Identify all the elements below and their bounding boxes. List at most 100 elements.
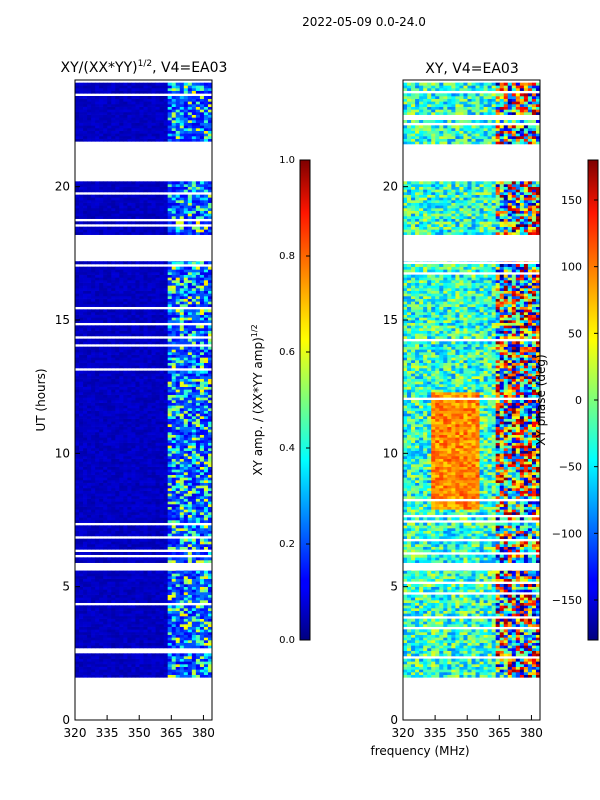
heatmap-cell bbox=[179, 472, 185, 475]
heatmap-cell bbox=[171, 608, 177, 611]
heatmap-cell bbox=[203, 394, 209, 398]
heatmap-cell bbox=[163, 314, 169, 318]
heatmap-cell bbox=[167, 581, 173, 585]
heatmap-cell bbox=[135, 645, 140, 649]
heatmap-cell bbox=[163, 229, 169, 233]
heatmap-cell bbox=[115, 661, 120, 665]
heatmap-cell bbox=[119, 626, 124, 630]
heatmap-cell bbox=[115, 626, 120, 630]
heatmap-cell bbox=[135, 317, 140, 321]
heatmap-cell bbox=[187, 226, 193, 230]
heatmap-cell bbox=[83, 397, 88, 401]
heatmap-cell bbox=[139, 338, 144, 342]
heatmap-cell bbox=[131, 376, 136, 379]
heatmap-cell bbox=[175, 266, 181, 270]
heatmap-cell bbox=[175, 600, 181, 603]
heatmap-cell bbox=[207, 333, 213, 337]
heatmap-cell bbox=[75, 298, 80, 302]
heatmap-cell bbox=[115, 261, 120, 265]
heatmap-cell bbox=[103, 405, 108, 409]
heatmap-cell bbox=[95, 578, 100, 582]
heatmap-cell bbox=[159, 485, 165, 489]
heatmap-cell bbox=[167, 274, 173, 278]
heatmap-cell bbox=[191, 365, 197, 369]
heatmap-cell bbox=[143, 610, 148, 614]
heatmap-cell bbox=[171, 261, 177, 265]
heatmap-cell bbox=[135, 410, 140, 414]
heatmap-cell bbox=[199, 282, 205, 286]
heatmap-cell bbox=[103, 482, 108, 486]
heatmap-cell bbox=[175, 570, 181, 574]
heatmap-cell bbox=[175, 506, 181, 510]
heatmap-cell bbox=[107, 285, 112, 289]
heatmap-cell bbox=[103, 381, 108, 385]
heatmap-cell bbox=[75, 557, 80, 561]
heatmap-cell bbox=[79, 669, 84, 673]
heatmap-cell bbox=[119, 458, 124, 462]
heatmap-cell bbox=[175, 216, 181, 219]
heatmap-cell bbox=[159, 298, 165, 302]
heatmap-cell bbox=[175, 360, 181, 363]
heatmap-cell bbox=[127, 653, 132, 657]
heatmap-cell bbox=[135, 461, 140, 465]
heatmap-cell bbox=[107, 530, 112, 534]
heatmap-cell bbox=[75, 474, 80, 478]
heatmap-cell bbox=[167, 576, 173, 579]
heatmap-cell bbox=[199, 354, 205, 358]
heatmap-cell bbox=[143, 341, 148, 345]
heatmap-cell bbox=[191, 666, 197, 670]
heatmap-cell bbox=[127, 437, 132, 441]
heatmap-cell bbox=[111, 498, 116, 502]
heatmap-cell bbox=[195, 530, 201, 534]
heatmap-cell bbox=[171, 437, 177, 441]
heatmap-cell bbox=[203, 485, 209, 489]
heatmap-cell bbox=[103, 376, 108, 379]
heatmap-cell bbox=[119, 488, 124, 491]
heatmap-cell bbox=[131, 421, 136, 425]
heatmap-cell bbox=[187, 421, 193, 425]
heatmap-cell bbox=[143, 386, 148, 390]
heatmap-cell bbox=[159, 653, 165, 657]
heatmap-cell bbox=[139, 277, 144, 281]
heatmap-cell bbox=[111, 626, 116, 630]
heatmap-cell bbox=[123, 573, 128, 577]
heatmap-cell bbox=[107, 277, 112, 281]
heatmap-cell bbox=[179, 357, 185, 361]
heatmap-cell bbox=[175, 666, 181, 670]
heatmap-cell bbox=[87, 450, 92, 454]
heatmap-cell bbox=[103, 285, 108, 289]
heatmap-cell bbox=[95, 610, 100, 614]
heatmap-cell bbox=[111, 277, 116, 281]
heatmap-cell bbox=[115, 221, 120, 225]
heatmap-cell bbox=[183, 280, 189, 283]
heatmap-cell bbox=[119, 453, 124, 457]
heatmap-cell bbox=[179, 576, 185, 579]
heatmap-cell bbox=[115, 600, 120, 603]
heatmap-cell bbox=[79, 458, 84, 462]
heatmap-cell bbox=[95, 634, 100, 638]
heatmap-cell bbox=[195, 578, 201, 582]
heatmap-cell bbox=[135, 381, 140, 385]
heatmap-cell bbox=[99, 482, 104, 486]
heatmap-cell bbox=[123, 632, 128, 635]
heatmap-cell bbox=[171, 640, 177, 643]
heatmap-cell bbox=[83, 221, 88, 225]
heatmap-cell bbox=[167, 312, 173, 315]
heatmap-cell bbox=[143, 370, 148, 374]
heatmap-cell bbox=[127, 576, 132, 579]
heatmap-cell bbox=[155, 592, 161, 595]
heatmap-cell bbox=[151, 584, 156, 587]
heatmap-cell bbox=[195, 293, 201, 297]
heatmap-cell bbox=[119, 528, 124, 531]
heatmap-cell bbox=[171, 493, 177, 497]
heatmap-cell bbox=[75, 514, 80, 518]
heatmap-cell bbox=[151, 469, 156, 473]
heatmap-cell bbox=[195, 432, 201, 435]
heatmap-cell bbox=[175, 560, 181, 563]
heatmap-cell bbox=[143, 466, 148, 470]
heatmap-cell bbox=[139, 669, 144, 673]
heatmap-cell bbox=[139, 498, 144, 502]
heatmap-cell bbox=[159, 637, 165, 641]
heatmap-cell bbox=[127, 501, 132, 505]
heatmap-cell bbox=[175, 634, 181, 638]
